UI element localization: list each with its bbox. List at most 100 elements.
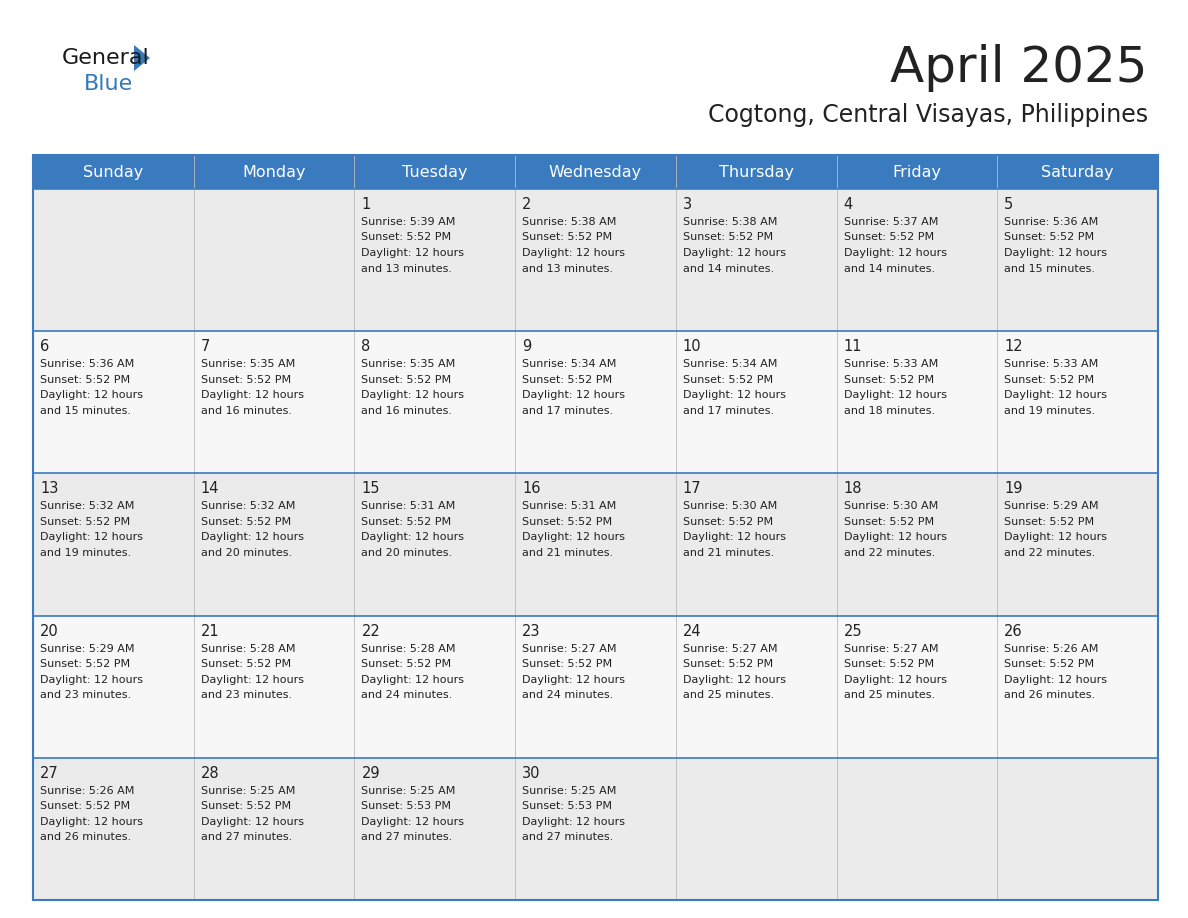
Text: Daylight: 12 hours: Daylight: 12 hours (40, 390, 143, 400)
Text: 8: 8 (361, 339, 371, 354)
Text: Sunset: 5:52 PM: Sunset: 5:52 PM (683, 659, 773, 669)
Text: and 21 minutes.: and 21 minutes. (683, 548, 775, 558)
Text: 9: 9 (523, 339, 531, 354)
Text: Sunset: 5:52 PM: Sunset: 5:52 PM (361, 232, 451, 242)
Text: and 20 minutes.: and 20 minutes. (201, 548, 292, 558)
Text: Sunset: 5:52 PM: Sunset: 5:52 PM (683, 375, 773, 385)
Text: Sunrise: 5:25 AM: Sunrise: 5:25 AM (361, 786, 456, 796)
Text: Daylight: 12 hours: Daylight: 12 hours (361, 248, 465, 258)
Text: Sunset: 5:52 PM: Sunset: 5:52 PM (201, 801, 291, 812)
Text: 12: 12 (1004, 339, 1023, 354)
Text: Tuesday: Tuesday (402, 164, 468, 180)
Text: Sunset: 5:52 PM: Sunset: 5:52 PM (201, 375, 291, 385)
Text: Daylight: 12 hours: Daylight: 12 hours (843, 248, 947, 258)
Text: Sunset: 5:52 PM: Sunset: 5:52 PM (843, 232, 934, 242)
Text: Daylight: 12 hours: Daylight: 12 hours (361, 675, 465, 685)
Text: and 14 minutes.: and 14 minutes. (683, 263, 775, 274)
Text: and 27 minutes.: and 27 minutes. (201, 833, 292, 843)
Text: 25: 25 (843, 623, 862, 639)
Text: Sunset: 5:52 PM: Sunset: 5:52 PM (1004, 517, 1094, 527)
Text: Daylight: 12 hours: Daylight: 12 hours (843, 390, 947, 400)
Text: 4: 4 (843, 197, 853, 212)
Text: 20: 20 (40, 623, 58, 639)
Text: 1: 1 (361, 197, 371, 212)
Text: April 2025: April 2025 (891, 44, 1148, 92)
Text: 14: 14 (201, 481, 220, 497)
Text: Sunrise: 5:29 AM: Sunrise: 5:29 AM (1004, 501, 1099, 511)
Text: Sunset: 5:52 PM: Sunset: 5:52 PM (361, 517, 451, 527)
Text: Daylight: 12 hours: Daylight: 12 hours (683, 390, 785, 400)
Text: and 23 minutes.: and 23 minutes. (40, 690, 131, 700)
Text: Cogtong, Central Visayas, Philippines: Cogtong, Central Visayas, Philippines (708, 103, 1148, 127)
Text: 23: 23 (523, 623, 541, 639)
Text: General: General (62, 48, 150, 68)
Text: Daylight: 12 hours: Daylight: 12 hours (40, 675, 143, 685)
Text: and 22 minutes.: and 22 minutes. (1004, 548, 1095, 558)
Text: 21: 21 (201, 623, 220, 639)
Text: Sunrise: 5:33 AM: Sunrise: 5:33 AM (1004, 359, 1099, 369)
Text: Daylight: 12 hours: Daylight: 12 hours (523, 532, 625, 543)
Text: Sunrise: 5:28 AM: Sunrise: 5:28 AM (201, 644, 295, 654)
Text: Sunrise: 5:25 AM: Sunrise: 5:25 AM (201, 786, 295, 796)
Text: Daylight: 12 hours: Daylight: 12 hours (1004, 390, 1107, 400)
Text: Sunrise: 5:38 AM: Sunrise: 5:38 AM (523, 217, 617, 227)
Text: Daylight: 12 hours: Daylight: 12 hours (201, 532, 304, 543)
Text: and 26 minutes.: and 26 minutes. (40, 833, 131, 843)
Text: and 19 minutes.: and 19 minutes. (40, 548, 131, 558)
Text: Daylight: 12 hours: Daylight: 12 hours (40, 532, 143, 543)
Text: and 24 minutes.: and 24 minutes. (523, 690, 613, 700)
Text: Sunset: 5:52 PM: Sunset: 5:52 PM (1004, 375, 1094, 385)
Text: and 23 minutes.: and 23 minutes. (201, 690, 292, 700)
Text: Sunrise: 5:32 AM: Sunrise: 5:32 AM (40, 501, 134, 511)
Text: and 27 minutes.: and 27 minutes. (523, 833, 613, 843)
Text: and 16 minutes.: and 16 minutes. (361, 406, 453, 416)
Text: Sunset: 5:52 PM: Sunset: 5:52 PM (1004, 232, 1094, 242)
Text: 5: 5 (1004, 197, 1013, 212)
Text: Daylight: 12 hours: Daylight: 12 hours (1004, 675, 1107, 685)
Text: and 26 minutes.: and 26 minutes. (1004, 690, 1095, 700)
Text: Daylight: 12 hours: Daylight: 12 hours (1004, 532, 1107, 543)
FancyBboxPatch shape (33, 331, 1158, 474)
FancyBboxPatch shape (33, 189, 1158, 331)
Text: Sunrise: 5:29 AM: Sunrise: 5:29 AM (40, 644, 134, 654)
Text: 24: 24 (683, 623, 701, 639)
Text: Sunrise: 5:31 AM: Sunrise: 5:31 AM (361, 501, 456, 511)
Text: Sunrise: 5:33 AM: Sunrise: 5:33 AM (843, 359, 937, 369)
Text: 16: 16 (523, 481, 541, 497)
Text: Daylight: 12 hours: Daylight: 12 hours (1004, 248, 1107, 258)
Text: Sunrise: 5:37 AM: Sunrise: 5:37 AM (843, 217, 939, 227)
Text: Sunrise: 5:30 AM: Sunrise: 5:30 AM (843, 501, 937, 511)
Text: Daylight: 12 hours: Daylight: 12 hours (843, 675, 947, 685)
Text: and 18 minutes.: and 18 minutes. (843, 406, 935, 416)
Text: Sunrise: 5:27 AM: Sunrise: 5:27 AM (523, 644, 617, 654)
Text: 27: 27 (40, 766, 58, 781)
Text: 17: 17 (683, 481, 701, 497)
Text: Sunrise: 5:39 AM: Sunrise: 5:39 AM (361, 217, 456, 227)
Text: Sunset: 5:52 PM: Sunset: 5:52 PM (1004, 659, 1094, 669)
Text: Sunset: 5:52 PM: Sunset: 5:52 PM (683, 232, 773, 242)
FancyBboxPatch shape (33, 616, 1158, 757)
Text: Sunrise: 5:26 AM: Sunrise: 5:26 AM (40, 786, 134, 796)
Text: 22: 22 (361, 623, 380, 639)
Text: Sunday: Sunday (83, 164, 144, 180)
Text: Wednesday: Wednesday (549, 164, 642, 180)
Text: Sunset: 5:53 PM: Sunset: 5:53 PM (361, 801, 451, 812)
Text: 2: 2 (523, 197, 531, 212)
Text: Daylight: 12 hours: Daylight: 12 hours (361, 390, 465, 400)
Text: and 27 minutes.: and 27 minutes. (361, 833, 453, 843)
Text: Sunset: 5:53 PM: Sunset: 5:53 PM (523, 801, 612, 812)
Text: Blue: Blue (84, 74, 133, 94)
Text: 15: 15 (361, 481, 380, 497)
Text: Daylight: 12 hours: Daylight: 12 hours (523, 248, 625, 258)
Text: Friday: Friday (892, 164, 941, 180)
Text: Daylight: 12 hours: Daylight: 12 hours (523, 817, 625, 827)
Text: 10: 10 (683, 339, 701, 354)
FancyBboxPatch shape (33, 474, 1158, 616)
Text: Sunrise: 5:28 AM: Sunrise: 5:28 AM (361, 644, 456, 654)
Text: 6: 6 (40, 339, 49, 354)
Text: Sunrise: 5:34 AM: Sunrise: 5:34 AM (683, 359, 777, 369)
Polygon shape (134, 45, 150, 71)
Text: Sunset: 5:52 PM: Sunset: 5:52 PM (843, 659, 934, 669)
Text: and 15 minutes.: and 15 minutes. (40, 406, 131, 416)
Text: Sunrise: 5:36 AM: Sunrise: 5:36 AM (1004, 217, 1099, 227)
